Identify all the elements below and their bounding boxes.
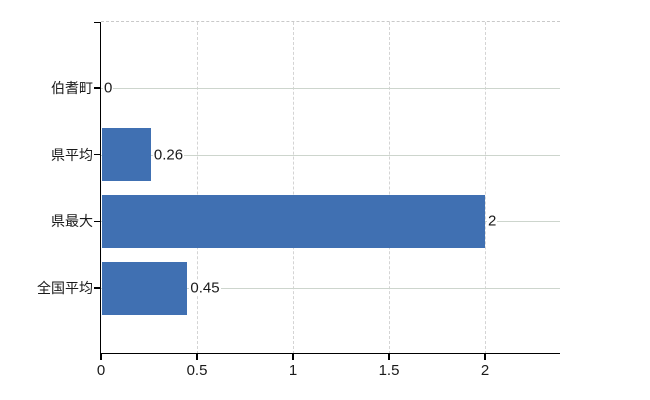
bar-value-label: 2 — [487, 212, 498, 230]
y-axis-line — [99, 22, 101, 360]
category-tick-mark — [93, 287, 100, 289]
x-tick-label: 2 — [480, 362, 490, 379]
v-gridline — [485, 22, 486, 354]
x-tick-label: 1 — [288, 362, 298, 379]
x-tick-mark — [484, 354, 486, 360]
x-tick-mark — [388, 354, 390, 360]
h-gridline — [101, 154, 560, 156]
v-gridline — [293, 22, 294, 354]
h-gridline — [101, 288, 560, 289]
category-label: 県最大 — [51, 213, 93, 230]
x-tick-label: 0.5 — [186, 362, 208, 379]
bar — [102, 194, 485, 248]
x-tick-label: 0 — [96, 362, 106, 379]
v-gridline — [389, 22, 390, 354]
x-tick-mark — [100, 354, 102, 360]
x-axis-line — [99, 352, 560, 354]
x-tick-mark — [196, 354, 198, 360]
bar-value-label: 0 — [103, 79, 114, 97]
x-tick-mark — [292, 354, 294, 360]
category-tick-mark — [93, 87, 100, 89]
bar — [102, 261, 188, 315]
y-axis-top-tick-mark — [93, 22, 100, 24]
category-label: 伯耆町 — [51, 80, 93, 96]
v-gridline — [197, 22, 198, 354]
plot-top-border — [101, 21, 560, 22]
category-tick-mark — [93, 220, 100, 223]
bar-value-label: 0.45 — [189, 279, 221, 297]
category-tick-mark — [93, 153, 100, 156]
bar-value-label: 0.26 — [152, 146, 185, 164]
h-gridline — [101, 88, 560, 89]
x-tick-label: 1.5 — [378, 362, 400, 379]
category-label: 全国平均 — [37, 280, 93, 296]
category-label: 県平均 — [51, 146, 93, 163]
bar — [102, 128, 151, 182]
